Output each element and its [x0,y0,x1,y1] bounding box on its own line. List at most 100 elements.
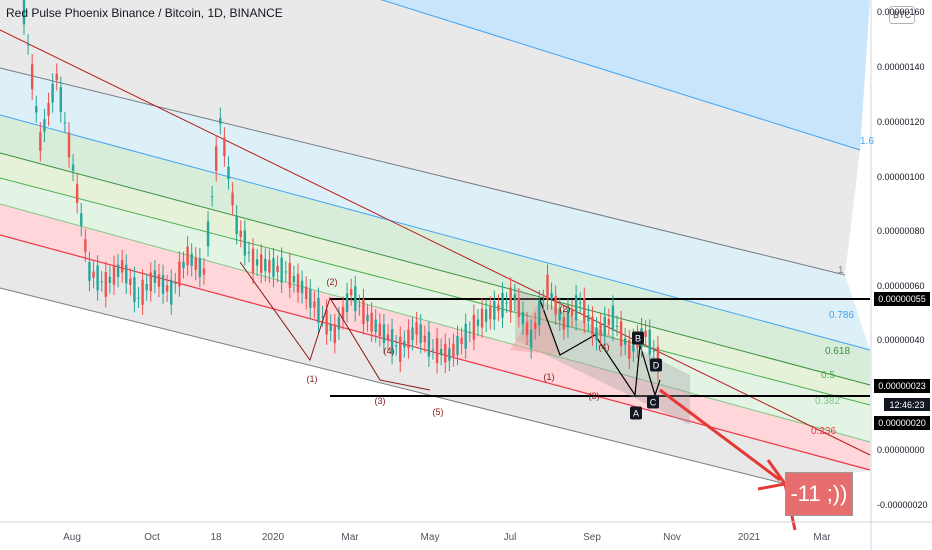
candle-body [419,324,422,344]
trend-line[interactable] [0,29,871,456]
candle-body [153,270,157,283]
candle-body [484,309,488,322]
candle-body [129,278,132,285]
candle-body [272,258,275,277]
candle-body [325,309,328,335]
candle-body [243,230,247,256]
candle-body [329,324,332,332]
chart-title: Red Pulse Phoenix Binance / Bitcoin, 1D,… [6,6,283,20]
fib-line-0.786[interactable] [0,114,871,351]
channel-band-4 [0,115,870,385]
fib-line-1.6[interactable] [0,0,861,151]
y-tick: 0.00000100 [877,172,925,182]
wave-diagonal[interactable] [239,261,431,391]
abcd-pattern-line[interactable] [539,299,661,397]
candle-body [525,322,529,335]
candle-body [292,276,296,283]
candle-body [255,259,259,266]
candle-body [566,308,570,328]
candle-body [104,271,107,297]
candle-body [358,305,361,307]
candle-body [215,146,218,172]
candle-body [652,350,656,352]
candle-body [460,337,463,344]
fib-line-0.382[interactable] [0,203,871,443]
current-price-tag[interactable]: 0.00000023 [874,379,930,393]
candle-body [55,73,58,80]
fib-line-0.236[interactable] [0,234,871,471]
fib-line-0.618[interactable] [0,152,871,386]
candle-body [431,349,435,351]
candle-body [354,286,357,312]
candle-body [558,308,561,321]
resistance-price-tag[interactable]: 0.00000055 [874,292,930,306]
candle-body [247,252,251,254]
candle-body [439,348,443,356]
candle-body [444,343,447,363]
candle-body [579,302,582,304]
candle-body [67,132,71,158]
y-tick: 0.00000140 [877,62,925,72]
candle-body [120,260,124,273]
fib-label-0.618: 0.618 [825,346,851,357]
channel-band-3 [0,68,870,350]
x-tick: 2020 [261,532,285,543]
y-tick: -0.00000020 [877,500,928,510]
candle-body [521,311,525,325]
candle-body [378,323,382,337]
support-price-tag[interactable]: 0.00000020 [874,416,930,430]
candle-body [268,260,271,273]
candle-body [321,316,324,318]
candle-body [517,298,521,318]
candle-body [317,297,320,323]
candle-body [161,275,165,294]
candle-body [583,297,586,323]
currency-badge[interactable]: BTC [889,6,915,24]
annotation-callout[interactable]: -11 ;)) [785,472,853,516]
fib-label-0.382: 0.382 [815,396,841,407]
candle-body [644,330,647,337]
candle-body [145,283,148,291]
candle-body [284,271,287,273]
fib-line-0.5[interactable] [0,177,871,406]
candle-body [300,280,304,294]
x-tick: 18 [210,532,222,543]
wave-label: (3) [588,391,600,401]
candle-body [362,299,365,325]
candle-body [619,321,623,347]
candle-body [599,323,602,337]
candle-body [210,196,214,198]
fib-line-1[interactable] [0,67,846,276]
candle-body [182,261,185,269]
candle-body [542,300,545,302]
candle-body [223,137,226,157]
pattern-point-c: C [647,395,659,409]
candle-body [71,164,75,171]
candle-body [219,117,222,125]
wave-label: (1) [543,372,555,382]
candle-body [407,329,410,349]
candle-body [165,285,169,292]
pattern-point-d: D [650,358,662,372]
candle-body [480,308,484,328]
candle-body [509,287,512,313]
candle-body [468,331,471,333]
candle-countdown: 12:46:23 [884,398,930,411]
candle-body [534,322,537,330]
candle-body [394,345,398,347]
candle-body [337,317,341,330]
candle-body [333,324,337,344]
candle-body [227,166,230,180]
projection-arrow[interactable] [659,388,781,482]
candle-body [276,265,279,272]
pattern-point-a: A [630,406,642,420]
pattern-area [515,287,690,425]
candle-body [648,329,651,355]
fib-label-0.5: 0.5 [821,370,835,381]
channel-bottom-line[interactable] [0,287,791,486]
candle-body [374,319,377,333]
wave-label: (5) [432,407,444,417]
candle-body [116,264,120,278]
